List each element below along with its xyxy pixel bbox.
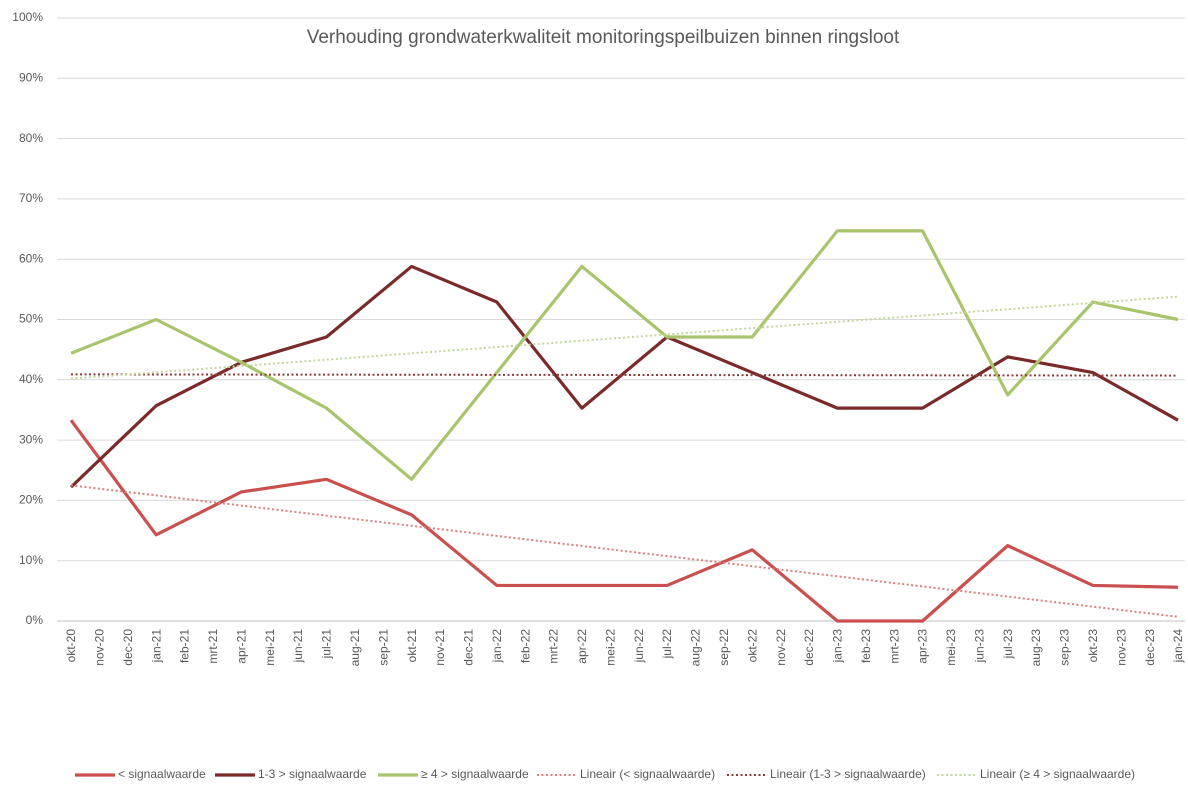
y-tick-label: 80% xyxy=(19,131,43,145)
chart-title: Verhouding grondwaterkwaliteit monitorin… xyxy=(307,27,900,48)
x-tick-label: feb-22 xyxy=(518,629,532,663)
x-tick-label: feb-23 xyxy=(859,629,873,663)
x-tick-label: jan-24 xyxy=(1171,629,1185,664)
x-tick-label: okt-21 xyxy=(405,629,419,663)
x-tick-label: dec-20 xyxy=(121,629,135,666)
x-tick-label: apr-22 xyxy=(575,629,589,664)
x-tick-label: dec-21 xyxy=(462,629,476,666)
x-tick-label: sep-21 xyxy=(376,629,390,666)
x-tick-label: jul-21 xyxy=(320,629,334,660)
x-tick-label: nov-20 xyxy=(93,629,107,666)
legend-label: 1-3 > signaalwaarde xyxy=(258,767,367,781)
y-tick-label: 30% xyxy=(19,432,43,446)
x-tick-label: mrt-23 xyxy=(887,629,901,664)
x-tick-label: jun-22 xyxy=(632,629,646,664)
trend-line xyxy=(70,295,1179,380)
legend-label: ≥ 4 > signaalwaarde xyxy=(421,767,529,781)
x-tick-label: dec-22 xyxy=(802,629,816,666)
x-tick-label: okt-20 xyxy=(64,629,78,663)
series-line xyxy=(69,419,1179,623)
x-tick-label: nov-22 xyxy=(774,629,788,666)
x-tick-label: feb-21 xyxy=(178,629,192,663)
x-tick-label: jun-21 xyxy=(291,629,305,664)
y-tick-label: 100% xyxy=(12,10,43,24)
y-tick-label: 20% xyxy=(19,493,43,507)
x-tick-label: okt-22 xyxy=(745,629,759,663)
x-tick-label: mei-23 xyxy=(944,629,958,666)
x-tick-label: aug-22 xyxy=(689,629,703,667)
y-tick-label: 70% xyxy=(19,191,43,205)
x-tick-label: aug-23 xyxy=(1029,629,1043,667)
x-tick-label: mei-21 xyxy=(263,629,277,666)
x-tick-label: jan-22 xyxy=(490,629,504,664)
x-tick-label: nov-23 xyxy=(1114,629,1128,666)
x-tick-label: okt-23 xyxy=(1086,629,1100,663)
y-tick-label: 10% xyxy=(19,553,43,567)
x-tick-label: dec-23 xyxy=(1143,629,1157,666)
legend-label: Lineair (1-3 > signaalwaarde) xyxy=(770,767,926,781)
trend-line xyxy=(70,373,1179,377)
x-tick-label: mei-22 xyxy=(603,629,617,666)
x-tick-label: jan-21 xyxy=(149,629,163,664)
x-tick-label: apr-21 xyxy=(234,629,248,664)
y-tick-label: 60% xyxy=(19,251,43,265)
x-tick-label: nov-21 xyxy=(433,629,447,666)
series-line xyxy=(69,264,1179,489)
x-tick-label: aug-21 xyxy=(348,629,362,667)
y-tick-label: 40% xyxy=(19,372,43,386)
series-line xyxy=(70,229,1179,481)
legend-label: Lineair (≥ 4 > signaalwaarde) xyxy=(980,767,1135,781)
x-tick-label: sep-23 xyxy=(1058,629,1072,666)
x-tick-label: jan-23 xyxy=(831,629,845,664)
x-tick-label: jun-23 xyxy=(972,629,986,664)
x-tick-label: apr-23 xyxy=(916,629,930,664)
x-tick-label: mrt-21 xyxy=(206,629,220,664)
x-tick-label: mrt-22 xyxy=(547,629,561,664)
y-tick-label: 90% xyxy=(19,70,43,84)
y-tick-label: 50% xyxy=(19,312,43,326)
y-tick-label: 0% xyxy=(26,613,44,627)
x-tick-label: jul-23 xyxy=(1001,629,1015,660)
legend-label: < signaalwaarde xyxy=(118,767,206,781)
legend-label: Lineair (< signaalwaarde) xyxy=(580,767,715,781)
trend-line xyxy=(70,484,1179,618)
x-tick-label: sep-22 xyxy=(717,629,731,666)
x-tick-label: jul-22 xyxy=(660,629,674,660)
